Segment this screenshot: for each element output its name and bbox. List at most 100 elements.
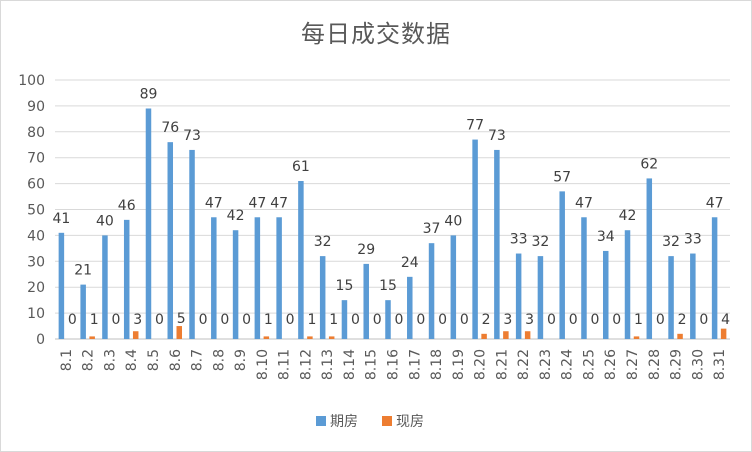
x-tick-label: 8.17 (407, 349, 423, 380)
bar-qifang (407, 276, 413, 339)
bar-xianfang (481, 333, 487, 339)
bar-xianfang (132, 331, 139, 339)
bar-qifang (80, 284, 86, 339)
data-label-qifang: 33 (684, 232, 702, 248)
y-tick-label: 30 (27, 254, 45, 270)
data-label-qifang: 47 (248, 195, 266, 211)
x-tick-label: 8.18 (429, 349, 445, 380)
legend-swatch (316, 416, 326, 426)
data-label-xianfang: 0 (395, 312, 404, 328)
y-tick-label: 80 (27, 125, 45, 141)
x-tick-label: 8.24 (560, 349, 576, 380)
data-label-xianfang: 0 (460, 312, 469, 328)
data-label-qifang: 73 (488, 128, 506, 144)
x-tick-label: 8.23 (538, 349, 554, 380)
bar-qifang (624, 230, 631, 339)
y-tick-label: 40 (27, 228, 45, 244)
data-label-qifang: 42 (227, 208, 245, 224)
bar-qifang (167, 142, 174, 339)
data-label-qifang: 61 (292, 159, 310, 175)
data-label-xianfang: 0 (416, 312, 425, 328)
bar-qifang (123, 219, 130, 339)
x-tick-label: 8.7 (190, 349, 206, 371)
x-tick-label: 8.6 (168, 349, 184, 371)
data-label-qifang: 34 (597, 229, 615, 245)
x-tick-label: 8.15 (364, 349, 380, 380)
bar-qifang (581, 217, 587, 339)
y-tick-label: 0 (36, 332, 45, 348)
x-tick-label: 8.12 (298, 349, 314, 380)
data-label-xianfang: 1 (90, 312, 99, 328)
y-tick-label: 10 (27, 306, 45, 322)
x-tick-label: 8.28 (647, 349, 663, 380)
data-label-xianfang: 5 (177, 311, 186, 327)
data-label-xianfang: 0 (155, 312, 164, 328)
x-tick-label: 8.20 (473, 349, 489, 380)
data-label-xianfang: 4 (721, 312, 730, 328)
data-label-xianfang: 3 (133, 312, 142, 328)
bar-xianfang (633, 336, 640, 339)
bar-xianfang (307, 336, 313, 339)
x-tick-label: 8.5 (146, 349, 162, 371)
data-label-xianfang: 0 (111, 312, 120, 328)
chart-title: 每日成交数据 (301, 20, 451, 48)
data-label-qifang: 32 (532, 234, 550, 250)
data-label-xianfang: 1 (634, 312, 643, 328)
bar-qifang (276, 217, 282, 339)
data-label-xianfang: 3 (503, 312, 512, 328)
data-label-xianfang: 0 (438, 312, 447, 328)
data-label-xianfang: 0 (286, 312, 295, 328)
y-tick-label: 70 (27, 151, 45, 167)
bar-qifang (690, 253, 696, 339)
bar-xianfang (176, 326, 183, 339)
data-label-xianfang: 2 (678, 312, 687, 328)
bar-xianfang (263, 336, 270, 339)
x-tick-label: 8.22 (516, 349, 532, 380)
data-label-qifang: 57 (553, 169, 571, 185)
x-tick-label: 8.1 (59, 349, 75, 371)
data-label-xianfang: 0 (199, 312, 208, 328)
bar-xianfang (503, 331, 509, 339)
bar-qifang (189, 149, 195, 339)
bar-qifang (711, 217, 718, 339)
data-label-qifang: 73 (183, 128, 201, 144)
data-label-xianfang: 0 (656, 312, 665, 328)
data-label-qifang: 40 (96, 213, 114, 229)
legend-label: 现房 (396, 414, 424, 430)
data-label-xianfang: 1 (329, 312, 338, 328)
data-label-qifang: 76 (161, 120, 179, 136)
bar-qifang (559, 191, 565, 339)
data-label-xianfang: 2 (482, 312, 491, 328)
bar-xianfang (524, 331, 531, 339)
x-tick-label: 8.10 (255, 349, 271, 380)
data-label-qifang: 47 (270, 195, 288, 211)
bar-qifang (341, 300, 348, 339)
data-label-qifang: 41 (52, 211, 70, 227)
y-tick-label: 100 (18, 73, 45, 89)
data-label-qifang: 21 (74, 263, 92, 279)
bar-qifang (145, 108, 152, 340)
x-tick-label: 8.8 (211, 349, 227, 371)
data-label-xianfang: 1 (264, 312, 273, 328)
x-tick-label: 8.11 (277, 349, 293, 380)
bar-qifang (254, 217, 261, 339)
bar-xianfang (677, 333, 683, 339)
legend-swatch (382, 416, 392, 426)
data-label-qifang: 32 (662, 234, 680, 250)
y-tick-label: 90 (27, 99, 45, 115)
data-label-xianfang: 0 (242, 312, 251, 328)
data-label-qifang: 42 (619, 208, 637, 224)
x-tick-label: 8.26 (603, 349, 619, 380)
bar-qifang (646, 178, 653, 339)
data-label-qifang: 33 (510, 232, 528, 248)
bar-qifang (363, 263, 369, 339)
data-label-qifang: 24 (401, 255, 419, 271)
bar-qifang (602, 250, 609, 339)
bar-qifang (428, 243, 435, 339)
data-label-xianfang: 0 (612, 312, 621, 328)
bar-qifang (537, 256, 544, 339)
bar-qifang (494, 149, 500, 339)
data-label-xianfang: 0 (569, 312, 578, 328)
data-label-qifang: 47 (575, 195, 593, 211)
